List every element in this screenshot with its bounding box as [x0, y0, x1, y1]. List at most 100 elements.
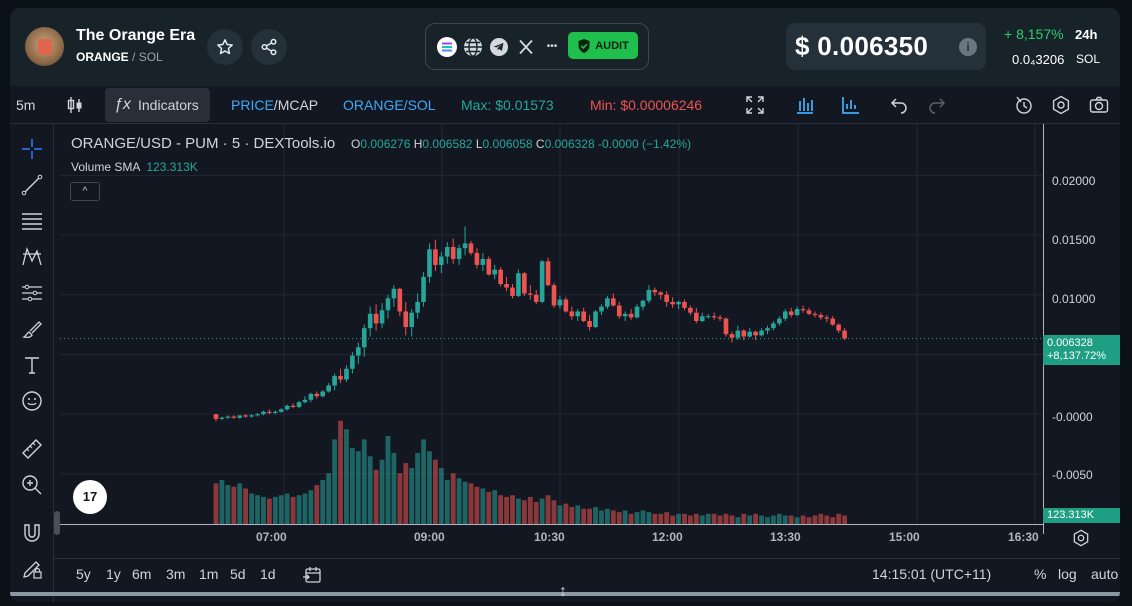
volume-bar	[788, 515, 794, 524]
magnet-tool[interactable]	[21, 522, 43, 544]
volume-bar	[456, 478, 462, 524]
candle-body	[652, 289, 658, 293]
crosshair-tool[interactable]	[21, 138, 43, 160]
fib-lines-icon	[22, 213, 42, 230]
log-toggle[interactable]: log	[1058, 566, 1077, 582]
candle-body	[842, 330, 847, 339]
volume-bar	[516, 498, 521, 524]
volume-bar	[569, 507, 575, 524]
candle-body	[539, 261, 545, 302]
volume-bar	[806, 517, 812, 524]
candle-body	[605, 298, 610, 307]
volume-bar	[266, 498, 272, 524]
candle-body	[694, 312, 699, 322]
range-6m[interactable]: 6m	[132, 566, 152, 582]
range-1m[interactable]: 1m	[199, 566, 219, 582]
candle-body	[646, 289, 652, 301]
volume-bar	[296, 495, 302, 524]
fullscreen-icon[interactable]	[745, 95, 765, 115]
last-price-tag: 0.006328 +8,137.72%	[1043, 335, 1120, 365]
measure-tool[interactable]	[21, 438, 43, 460]
globe-icon[interactable]	[463, 37, 483, 57]
candle-body	[332, 375, 337, 386]
volume-bar	[338, 420, 343, 524]
open-value: 0.006276	[360, 137, 411, 151]
redo-icon[interactable]	[927, 95, 947, 115]
candle-body	[439, 256, 444, 265]
share-button[interactable]	[251, 29, 287, 65]
price-mcap-toggle[interactable]: PRICE/MCAP	[231, 97, 319, 113]
volume-bar	[521, 500, 527, 524]
auto-toggle[interactable]: auto	[1091, 566, 1119, 582]
volume-bar	[699, 515, 705, 524]
date-range-icon[interactable]	[302, 565, 322, 585]
interval-button[interactable]: 5m	[16, 97, 36, 113]
price-label: PRICE	[231, 97, 274, 113]
favorite-button[interactable]	[207, 29, 243, 65]
panel-resize-bar[interactable]	[10, 592, 1120, 596]
clock[interactable]: 14:15:01 (UTC+11)	[872, 566, 992, 582]
pair-toggle[interactable]: ORANGE/SOL	[343, 97, 436, 113]
candle-body	[373, 313, 379, 324]
y-tick: 0.02000	[1052, 174, 1096, 188]
volume-bar	[510, 495, 515, 524]
volume-bar	[468, 483, 474, 524]
candle-body	[581, 311, 586, 322]
close-key: C	[535, 137, 545, 151]
x-icon[interactable]	[516, 37, 536, 57]
chart-type-icon[interactable]	[841, 95, 861, 115]
candles-icon[interactable]	[65, 95, 85, 115]
candle-body	[415, 301, 420, 313]
collapse-legend-button[interactable]: ^	[70, 182, 100, 201]
volume-bar	[391, 452, 397, 524]
zoom-tool[interactable]	[21, 474, 43, 496]
volume-bar	[545, 495, 551, 524]
percent-toggle[interactable]: %	[1034, 566, 1047, 582]
fib-tool[interactable]	[21, 210, 43, 232]
candle-body	[409, 312, 414, 327]
candle-body	[788, 311, 794, 316]
pattern-tool[interactable]	[21, 246, 43, 268]
audit-button[interactable]: AUDIT	[568, 32, 638, 59]
candle-body	[273, 411, 278, 413]
trend-line-tool[interactable]	[21, 174, 43, 196]
volume-bar	[409, 468, 415, 524]
range-5y[interactable]: 5y	[76, 566, 91, 582]
undo-icon[interactable]	[889, 95, 909, 115]
camera-icon[interactable]	[1089, 95, 1109, 115]
candle-body	[818, 315, 824, 318]
volume-bar	[474, 486, 480, 524]
text-tool[interactable]	[21, 354, 43, 376]
bar-chart-icon[interactable]	[795, 95, 815, 115]
settings-icon[interactable]	[1051, 95, 1071, 115]
indicators-button[interactable]: ƒx Indicators	[105, 88, 210, 122]
shield-check-icon	[578, 38, 590, 53]
volume-bar	[492, 490, 498, 524]
more-icon[interactable]: •••	[546, 41, 558, 52]
candle-body	[474, 252, 480, 265]
range-5d[interactable]: 5d	[230, 566, 246, 582]
volume-bar	[527, 496, 533, 524]
indicators-label: Indicators	[138, 97, 199, 113]
candle-body	[658, 292, 664, 295]
axis-settings-icon[interactable]	[1072, 529, 1090, 547]
range-1d[interactable]: 1d	[260, 566, 276, 582]
low-key: L	[475, 137, 483, 151]
emoji-tool[interactable]	[21, 390, 43, 412]
info-icon[interactable]: i	[959, 38, 977, 56]
tradingview-logo[interactable]: 17	[73, 480, 107, 514]
token-name: The Orange Era	[76, 27, 196, 44]
price-axis-line	[1043, 124, 1044, 534]
lock-drawings-tool[interactable]	[21, 558, 43, 580]
solana-icon[interactable]	[437, 37, 457, 57]
resize-handle-icon[interactable]: ↕	[559, 583, 567, 600]
replay-icon[interactable]	[1013, 95, 1033, 115]
toolbar-scroll-handle[interactable]	[54, 511, 60, 535]
range-1y[interactable]: 1y	[106, 566, 121, 582]
projection-tool[interactable]	[21, 282, 43, 304]
price-chart[interactable]	[60, 124, 1043, 524]
range-3m[interactable]: 3m	[166, 566, 186, 582]
brush-tool[interactable]	[21, 318, 43, 340]
telegram-icon[interactable]	[489, 37, 509, 57]
app-frame: The Orange Era ORANGE / SOL •••	[10, 8, 1120, 602]
